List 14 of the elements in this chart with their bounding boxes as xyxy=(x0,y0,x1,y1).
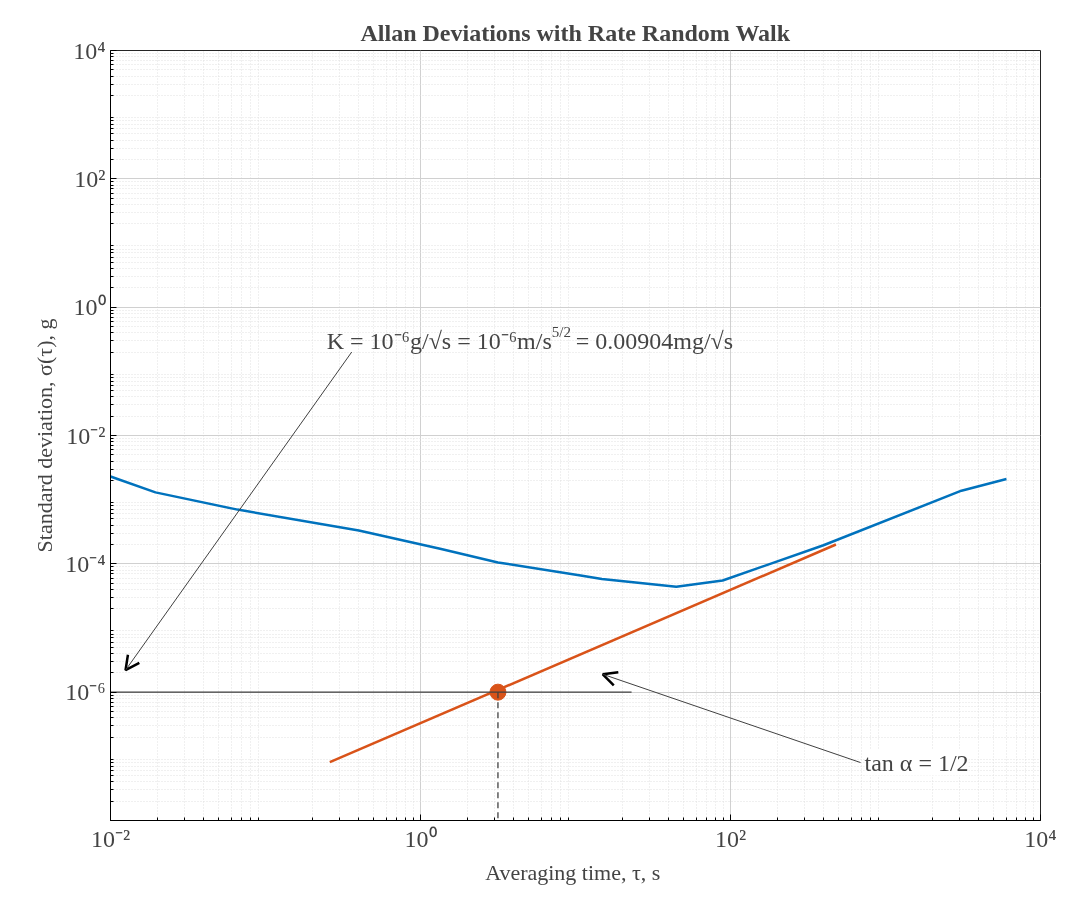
x-tick-label: 10⁻² xyxy=(90,825,131,852)
x-tick-label: 10⁰ xyxy=(404,825,437,852)
y-tick-label: 10² xyxy=(74,165,106,192)
chart-title: Allan Deviations with Rate Random Walk xyxy=(360,19,791,46)
y-tick-label: 10⁻² xyxy=(66,422,106,449)
y-axis-title: Standard deviation, σ(τ), g xyxy=(32,318,58,553)
y-tick-label: 10⁰ xyxy=(73,294,106,321)
x-tick-label: 10⁴ xyxy=(1024,825,1057,852)
y-tick-label: 10⁻⁶ xyxy=(65,679,106,706)
x-tick-label: 10² xyxy=(714,825,747,852)
annotation: tan α = 1/2 xyxy=(864,749,969,776)
x-axis-title: Averaging time, τ, s xyxy=(485,859,661,885)
y-tick-label: 10⁴ xyxy=(73,37,106,64)
y-tick-label: 10⁻⁴ xyxy=(65,550,106,577)
